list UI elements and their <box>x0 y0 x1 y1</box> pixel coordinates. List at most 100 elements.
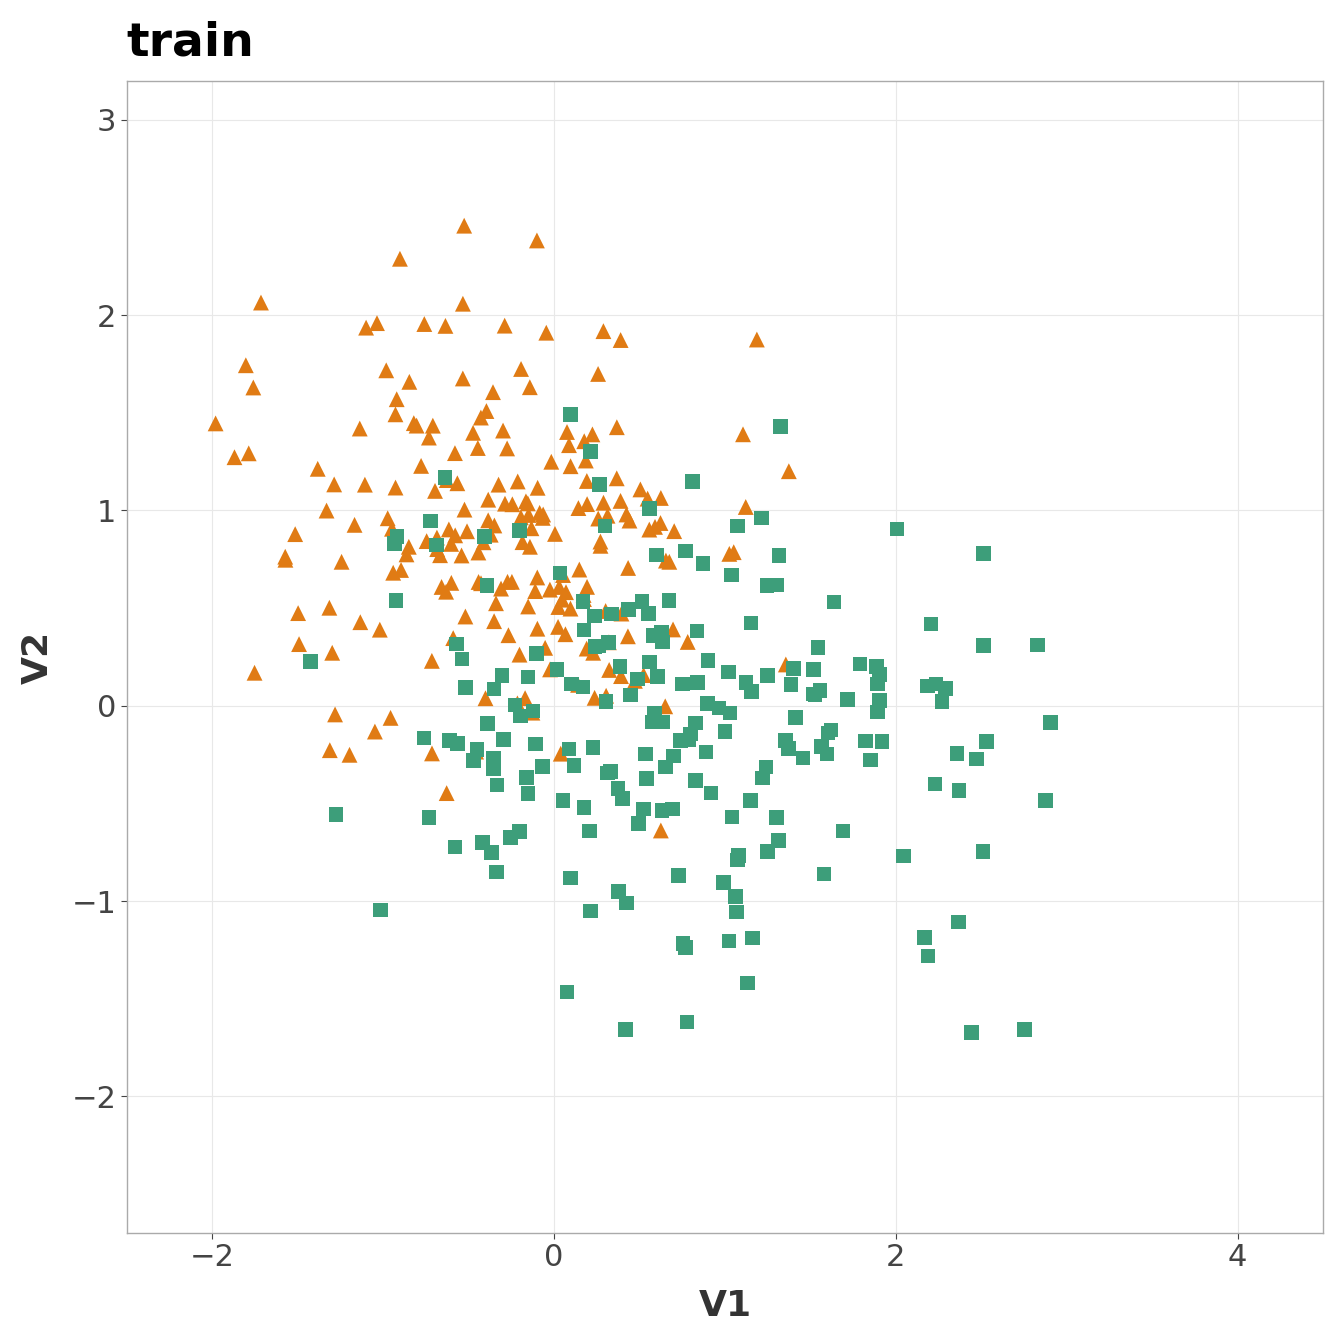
Point <box>770 417 792 438</box>
Point <box>414 727 435 749</box>
Point <box>349 612 371 633</box>
Point <box>687 672 708 694</box>
Point <box>285 523 306 544</box>
Point <box>511 359 532 380</box>
Point <box>866 656 887 677</box>
Point <box>735 672 757 694</box>
Point <box>652 711 673 732</box>
Point <box>399 371 421 392</box>
Point <box>582 642 603 664</box>
Point <box>925 773 946 794</box>
Point <box>558 434 579 456</box>
Point <box>610 329 632 351</box>
Point <box>384 477 406 499</box>
Point <box>383 532 405 554</box>
Point <box>66 583 87 605</box>
Point <box>321 642 343 664</box>
Point <box>573 676 594 698</box>
Point <box>517 782 539 804</box>
Point <box>741 612 762 633</box>
Point <box>976 731 997 753</box>
Point <box>914 927 935 949</box>
Point <box>349 418 371 439</box>
Point <box>692 552 714 574</box>
Point <box>849 653 871 675</box>
Point <box>274 548 296 570</box>
Point <box>948 911 969 933</box>
Point <box>609 656 630 677</box>
Point <box>204 413 226 434</box>
Point <box>868 664 890 685</box>
Point <box>421 650 442 672</box>
Point <box>961 1021 982 1043</box>
Point <box>450 544 472 566</box>
Point <box>633 798 655 820</box>
Point <box>530 503 551 524</box>
Y-axis label: V2: V2 <box>22 630 55 684</box>
Point <box>524 734 546 755</box>
Point <box>473 526 495 547</box>
Point <box>668 864 689 886</box>
Point <box>488 474 509 496</box>
Point <box>555 624 577 645</box>
Point <box>523 700 544 722</box>
Point <box>539 659 560 680</box>
Point <box>435 469 457 491</box>
Point <box>517 595 539 617</box>
Point <box>524 581 546 602</box>
Point <box>675 937 696 958</box>
Point <box>626 668 648 689</box>
Point <box>677 730 699 751</box>
Point <box>325 804 347 825</box>
Point <box>583 687 605 708</box>
Point <box>526 642 547 664</box>
Point <box>223 446 245 468</box>
Point <box>406 415 427 437</box>
Point <box>579 820 601 841</box>
Point <box>243 663 265 684</box>
Point <box>492 419 513 441</box>
Point <box>288 602 309 624</box>
Point <box>431 577 453 598</box>
Point <box>677 632 699 653</box>
Point <box>727 515 749 536</box>
Point <box>552 790 574 812</box>
Point <box>487 774 508 796</box>
Point <box>477 712 499 734</box>
Point <box>496 438 517 460</box>
Point <box>419 511 441 532</box>
Point <box>724 886 746 907</box>
Point <box>380 707 402 728</box>
Point <box>809 680 831 702</box>
Point <box>556 421 578 442</box>
Point <box>429 544 450 566</box>
Point <box>832 820 853 841</box>
Point <box>426 535 448 556</box>
Point <box>594 515 616 536</box>
Point <box>382 517 403 539</box>
Point <box>390 249 411 270</box>
Point <box>539 579 560 601</box>
Point <box>555 582 577 603</box>
Point <box>632 591 653 613</box>
X-axis label: V1: V1 <box>699 1289 751 1322</box>
Point <box>563 755 585 777</box>
Point <box>456 520 477 542</box>
Point <box>441 534 462 555</box>
Point <box>386 590 407 612</box>
Point <box>870 689 891 711</box>
Point <box>445 524 466 546</box>
Point <box>375 360 396 382</box>
Point <box>435 581 457 602</box>
Point <box>728 844 750 866</box>
Point <box>410 456 431 477</box>
Point <box>742 927 763 949</box>
Point <box>793 747 814 769</box>
Point <box>508 821 530 843</box>
Point <box>644 703 665 724</box>
Point <box>560 456 582 477</box>
Point <box>484 515 505 536</box>
Point <box>482 382 504 403</box>
Point <box>634 743 656 765</box>
Point <box>238 442 259 464</box>
